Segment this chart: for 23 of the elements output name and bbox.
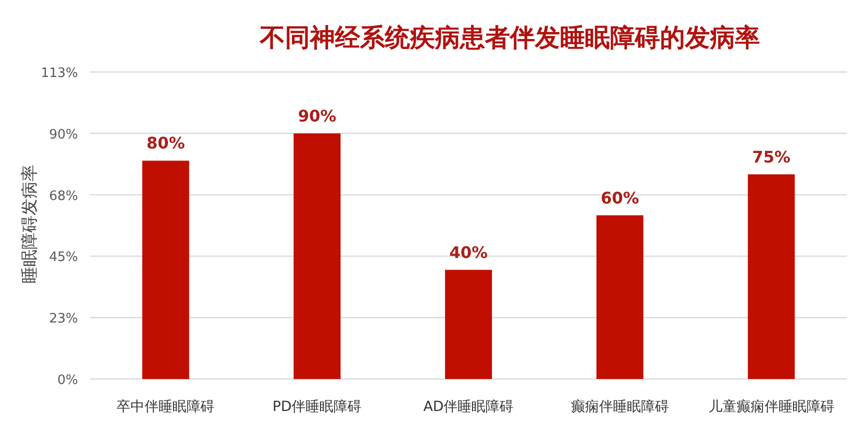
bar [748,174,795,379]
data-label: 75% [752,147,790,166]
bar [142,160,190,379]
bar [294,133,341,379]
y-tick-label: 0% [57,373,78,388]
y-axis-title: 睡眠障碍发病率 [20,164,40,284]
bar [445,270,492,379]
bar [596,215,644,379]
x-tick-label: 癫痫伴睡眠障碍 [570,399,669,415]
x-tick-label: 卒中伴睡眠障碍 [116,399,215,415]
data-label: 40% [449,242,488,262]
x-tick-label: 儿童癫痫伴睡眠障碍 [708,399,834,415]
data-label: 60% [600,188,640,208]
data-label: 90% [298,106,336,126]
y-tick-label: 113% [40,66,78,81]
chart-title: 不同神经系统疾病患者伴发睡眠障碍的发病率 [259,23,760,52]
x-tick-label: PD伴睡眠障碍 [272,399,362,415]
x-tick-label: AD伴睡眠障碍 [423,399,514,415]
y-tick-label: 68% [49,188,78,204]
data-label: 80% [146,134,185,153]
y-tick-label: 23% [49,312,78,327]
y-tick-label: 45% [49,250,78,266]
y-tick-label: 90% [49,127,78,142]
